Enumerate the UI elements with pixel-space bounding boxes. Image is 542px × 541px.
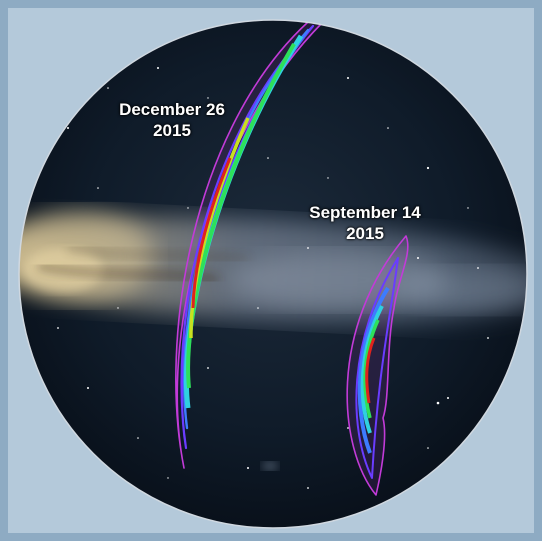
label-year: 2015 [153,121,191,140]
sky-map [18,19,528,529]
contour-september-14 [346,235,409,496]
label-december-26: December 26 2015 [92,99,252,141]
stars [57,67,489,489]
sky-circle-border [18,19,528,529]
label-year: 2015 [346,224,384,243]
magellanic-cloud [262,462,278,470]
label-september-14: September 14 2015 [285,202,445,244]
label-date: December 26 [119,100,225,119]
label-date: September 14 [309,203,421,222]
contour-december-26 [175,21,324,469]
